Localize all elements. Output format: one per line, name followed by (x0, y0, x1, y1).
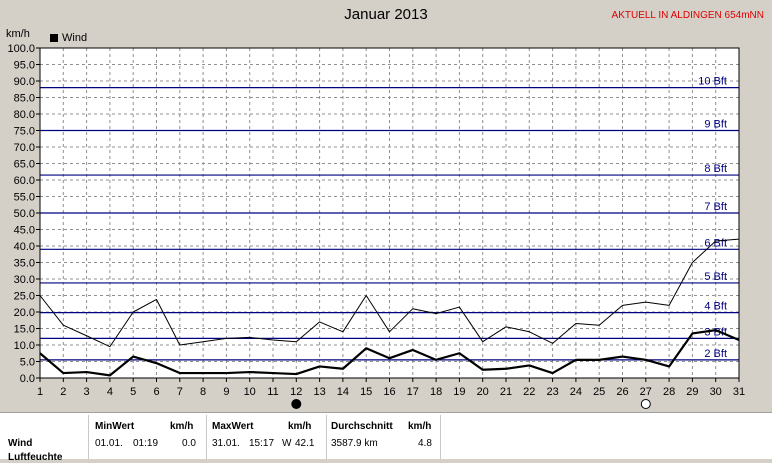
x-tick-label: 11 (267, 386, 278, 398)
y-axis-unit: km/h (6, 28, 30, 40)
x-tick-label: 15 (360, 386, 372, 398)
x-tick-label: 19 (453, 386, 465, 398)
x-tick-label: 24 (570, 386, 582, 398)
min-date: 01.01. (95, 438, 123, 449)
x-tick-label: 21 (500, 386, 512, 398)
beaufort-label: 5 Bft (704, 271, 727, 283)
chart-title: Januar 2013 (344, 6, 428, 23)
beaufort-label: 3 Bft (704, 326, 727, 338)
avg-distance: 3587.9 km (331, 438, 378, 449)
x-tick-label: 18 (430, 386, 442, 398)
x-tick-label: 31 (733, 386, 745, 398)
new-moon-icon (291, 399, 302, 409)
series-line-mean (39, 329, 740, 377)
x-tick-label: 8 (200, 386, 206, 398)
y-tick-label: 5.0 (20, 357, 35, 369)
min-header: MinWert (95, 421, 135, 432)
y-tick-label: 85.0 (14, 93, 35, 105)
y-tick-label: 55.0 (14, 192, 35, 204)
x-tick-label: 25 (593, 386, 605, 398)
x-tick-label: 27 (640, 386, 652, 398)
beaufort-label: 8 Bft (704, 163, 727, 175)
y-tick-label: 40.0 (14, 241, 35, 253)
x-tick-label: 1 (37, 386, 43, 398)
legend-swatch (50, 34, 58, 42)
y-tick-label: 50.0 (14, 208, 35, 220)
x-tick-label: 2 (60, 386, 66, 398)
min-unit: km/h (170, 421, 194, 432)
min-value: 0.0 (182, 438, 196, 449)
max-date: 31.01. (212, 438, 240, 449)
beaufort-lines: 2 Bft 3 Bft 4 Bft 5 Bft 6 Bft 7 Bft 8 Bft 9 Bft… (40, 76, 739, 361)
y-tick-label: 95.0 (14, 60, 35, 72)
y-axis-ticks: 0.0 5.0 10.0 15.0 20.0 25.0 30.0 35.0 40.0 45.0 50… (7, 43, 40, 385)
divider (326, 415, 327, 459)
max-direction: W (282, 438, 292, 449)
y-tick-label: 15.0 (14, 324, 35, 336)
x-tick-label: 3 (84, 386, 90, 398)
y-tick-label: 35.0 (14, 258, 35, 270)
beaufort-label: 4 Bft (704, 301, 727, 313)
y-tick-label: 100.0 (7, 43, 35, 55)
series-line-gust (39, 238, 740, 348)
beaufort-label: 7 Bft (704, 201, 727, 213)
y-tick-label: 45.0 (14, 225, 35, 237)
x-tick-label: 28 (663, 386, 675, 398)
stats-row-label: Wind (8, 438, 33, 449)
beaufort-label: 6 Bft (704, 237, 727, 249)
x-tick-label: 23 (546, 386, 558, 398)
y-tick-label: 80.0 (14, 109, 35, 121)
station-label: AKTUELL IN ALDINGEN 654mNN (611, 10, 764, 21)
x-tick-label: 5 (130, 386, 136, 398)
y-tick-label: 25.0 (14, 291, 35, 303)
y-tick-label: 90.0 (14, 76, 35, 88)
y-tick-label: 10.0 (14, 340, 35, 352)
min-time: 01:19 (133, 438, 159, 449)
avg-unit: km/h (408, 421, 432, 432)
x-tick-label: 30 (710, 386, 722, 398)
y-tick-label: 30.0 (14, 274, 35, 286)
x-tick-label: 26 (616, 386, 628, 398)
beaufort-label: 2 Bft (704, 348, 727, 360)
plot-border (39, 47, 740, 379)
series-group (39, 238, 740, 377)
max-value: 42.1 (295, 438, 315, 449)
legend-label: Wind (62, 32, 88, 44)
max-unit: km/h (288, 421, 312, 432)
x-axis-ticks: 1 2 3 4 5 6 7 8 9 10 11 12 13 14 15 16 17 18 19 20 21 22 23 24 2… (37, 378, 745, 398)
x-tick-label: 10 (244, 386, 256, 398)
x-tick-label: 22 (523, 386, 535, 398)
divider (440, 415, 441, 459)
x-tick-label: 17 (407, 386, 419, 398)
x-tick-label: 7 (177, 386, 183, 398)
moon-phase-markers (291, 399, 651, 409)
max-time: 15:17 (249, 438, 275, 449)
avg-header: Durchschnitt (331, 421, 393, 432)
legend: Wind (50, 32, 87, 44)
x-tick-label: 12 (290, 386, 302, 398)
x-tick-label: 6 (153, 386, 159, 398)
x-tick-label: 14 (337, 386, 349, 398)
x-tick-label: 4 (107, 386, 113, 398)
divider (206, 415, 207, 459)
y-tick-label: 65.0 (14, 159, 35, 171)
stats-table: Wind Luftfeuchte MinWert km/h 01.01. 01:… (0, 412, 772, 463)
y-tick-label: 70.0 (14, 142, 35, 154)
x-tick-label: 16 (383, 386, 395, 398)
beaufort-label: 10 Bft (698, 76, 727, 88)
x-tick-label: 13 (313, 386, 325, 398)
max-header: MaxWert (212, 421, 254, 432)
divider (88, 415, 89, 459)
y-tick-label: 60.0 (14, 175, 35, 187)
avg-value: 4.8 (418, 438, 432, 449)
x-tick-label: 9 (223, 386, 229, 398)
x-tick-label: 29 (686, 386, 698, 398)
full-moon-icon (640, 399, 651, 409)
y-tick-label: 20.0 (14, 307, 35, 319)
wind-chart: 2 Bft 3 Bft 4 Bft 5 Bft 6 Bft 7 Bft 8 Bft 9 Bft… (7, 43, 745, 409)
x-tick-label: 20 (477, 386, 489, 398)
y-tick-label: 0.0 (20, 373, 35, 385)
beaufort-label: 9 Bft (704, 119, 727, 131)
y-tick-label: 75.0 (14, 126, 35, 138)
